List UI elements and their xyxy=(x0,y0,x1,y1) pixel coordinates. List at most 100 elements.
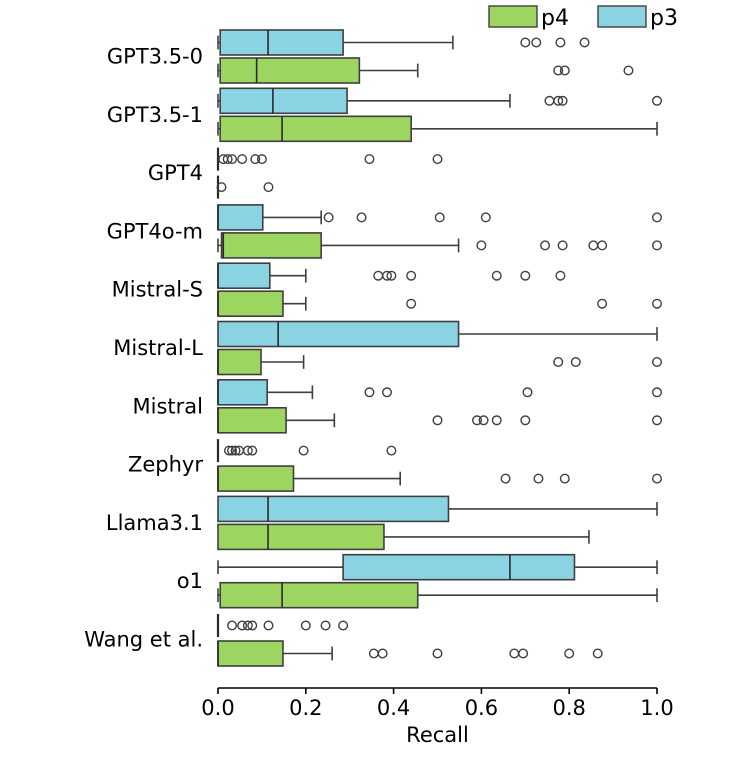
box-body xyxy=(342,553,576,581)
outlier-point xyxy=(250,154,261,165)
box-p4-gpt4 xyxy=(216,175,274,199)
outlier-point xyxy=(476,240,487,251)
outlier-point xyxy=(364,387,375,398)
outlier-point xyxy=(652,387,663,398)
outlier-point xyxy=(237,620,248,631)
y-axis-labels: GPT3.5-0 GPT3.5-1 GPT4 GPT4o-m Mistral-S Mist… xyxy=(84,45,203,652)
box-body xyxy=(219,57,361,84)
outlier-point xyxy=(222,154,233,165)
outlier-point xyxy=(533,473,544,484)
outlier-point xyxy=(652,240,663,251)
outlier-point xyxy=(652,357,663,368)
box-p3-wang-et-al xyxy=(216,614,349,637)
outlier-point xyxy=(230,445,241,456)
outlier-point xyxy=(263,620,274,631)
x-axis-tick-label: 0.0 xyxy=(201,696,234,720)
outlier-point xyxy=(386,445,397,456)
x-axis-tick-label: 0.6 xyxy=(465,696,498,720)
y-axis-label-mistral-l: Mistral-L xyxy=(113,336,203,360)
outlier-point xyxy=(553,65,564,76)
box-p4-gpt4o-m xyxy=(217,232,663,259)
outlier-point xyxy=(480,212,491,223)
box-body xyxy=(217,262,271,290)
outlier-point xyxy=(522,387,533,398)
outlier-point xyxy=(553,357,564,368)
x-axis: 0.0 0.2 0.4 0.6 0.8 1.0 Recall xyxy=(201,687,674,747)
outlier-point xyxy=(382,270,393,281)
outlier-point xyxy=(557,240,568,251)
y-axis-label-gpt4: GPT4 xyxy=(148,161,203,185)
box-body xyxy=(219,115,412,143)
box-body xyxy=(219,29,344,56)
y-axis-label-o1: o1 xyxy=(177,569,203,593)
outlier-point xyxy=(434,212,445,223)
outlier-point xyxy=(652,415,663,426)
legend-swatch-p4 xyxy=(488,5,538,28)
outlier-point xyxy=(432,154,443,165)
outlier-point xyxy=(518,648,529,659)
box-body xyxy=(219,87,348,115)
box-p4-gpt3-5-0 xyxy=(217,57,634,84)
outlier-point xyxy=(338,620,349,631)
y-axis-label-wang-et-al: Wang et al. xyxy=(84,628,203,652)
outlier-point xyxy=(557,95,568,106)
outlier-point xyxy=(386,270,397,281)
legend-swatch-p3 xyxy=(597,5,647,28)
y-axis-label-gpt3-5-0: GPT3.5-0 xyxy=(107,45,203,69)
outlier-point xyxy=(356,212,367,223)
outlier-point xyxy=(652,298,663,309)
outlier-point xyxy=(623,65,634,76)
outlier-point xyxy=(472,415,483,426)
box-body xyxy=(217,406,287,434)
box-body xyxy=(217,640,284,667)
box-p3-gpt3-5-1 xyxy=(217,87,663,115)
y-axis-label-mistral-s: Mistral-S xyxy=(112,278,203,302)
outlier-point xyxy=(242,445,253,456)
outlier-point xyxy=(570,357,581,368)
box-body xyxy=(217,204,264,231)
outlier-point xyxy=(592,648,603,659)
box-p3-o1 xyxy=(217,553,658,581)
outlier-point xyxy=(531,37,542,48)
outlier-point xyxy=(406,298,417,309)
box-body xyxy=(217,465,295,492)
box-p3-zephyr xyxy=(216,439,397,463)
outlier-point xyxy=(256,154,267,165)
outlier-point xyxy=(491,415,502,426)
outlier-point xyxy=(382,387,393,398)
x-axis-tick-label: 0.8 xyxy=(552,696,585,720)
box-body xyxy=(217,290,284,318)
box-p4-gpt3-5-1 xyxy=(217,115,658,143)
box-p4-zephyr xyxy=(217,465,663,492)
box-body xyxy=(220,232,322,259)
x-axis-tick-label: 1.0 xyxy=(640,696,673,720)
box-body xyxy=(217,378,268,406)
chart-legend: p4 p3 xyxy=(488,5,678,31)
outlier-point xyxy=(298,445,309,456)
box-p3-gpt3-5-0 xyxy=(217,29,590,56)
outlier-point xyxy=(652,212,663,223)
x-axis-title: Recall xyxy=(406,723,469,747)
outlier-point xyxy=(597,240,608,251)
outlier-point xyxy=(377,648,388,659)
outlier-point xyxy=(652,473,663,484)
outlier-point xyxy=(491,270,502,281)
outlier-point xyxy=(247,445,258,456)
y-axis-label-mistral: Mistral xyxy=(133,394,203,418)
box-p4-wang-et-al xyxy=(217,640,603,667)
outlier-point xyxy=(564,648,575,659)
outlier-point xyxy=(242,620,253,631)
outlier-point xyxy=(555,37,566,48)
box-body xyxy=(219,581,419,609)
outlier-point xyxy=(540,240,551,251)
outlier-point xyxy=(237,154,248,165)
outlier-point xyxy=(227,154,238,165)
outlier-point xyxy=(559,473,570,484)
outlier-point xyxy=(247,620,258,631)
box-p4-mistral xyxy=(217,406,663,434)
outlier-point xyxy=(406,270,417,281)
outlier-point xyxy=(520,37,531,48)
outlier-point xyxy=(652,95,663,106)
